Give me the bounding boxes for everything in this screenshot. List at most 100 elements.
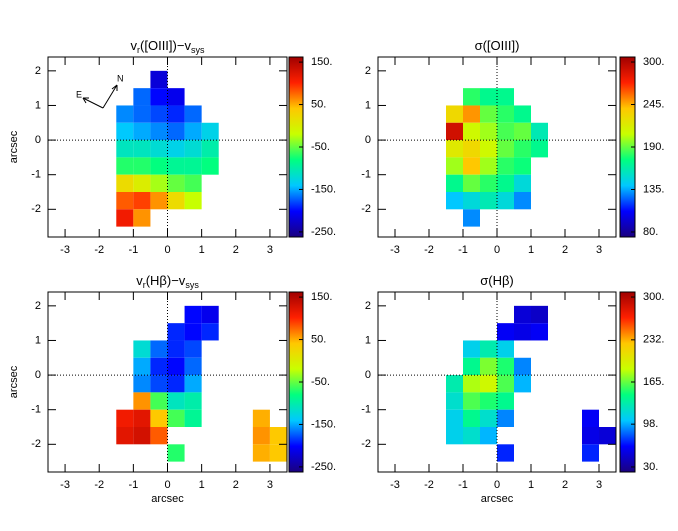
map-cell <box>184 340 202 358</box>
map-cell <box>150 357 168 376</box>
panel: -3 -2 -1 0 1 2 3 -2 -1 0 1 2 σ(Hβ) arcsec 300. 232. 165.… <box>361 273 664 504</box>
map-cell <box>446 122 463 141</box>
map-cell <box>446 375 463 393</box>
compass-north: N <box>117 73 124 83</box>
colorbar-tick-label: -150. <box>311 183 336 195</box>
map-cell <box>201 140 219 158</box>
colorbar-tick-label: 135. <box>643 183 664 195</box>
map-cell <box>497 140 514 158</box>
x-tick-label: -2 <box>424 479 434 491</box>
map-cell <box>150 392 168 410</box>
map-cell <box>480 375 497 393</box>
map-cell <box>514 105 531 123</box>
colorbar-tick-label: 98. <box>643 418 658 430</box>
map-cell <box>252 409 270 427</box>
x-tick-label: -1 <box>458 244 468 256</box>
map-cell <box>167 375 185 393</box>
map-cell <box>497 392 514 410</box>
map-cell <box>463 88 480 106</box>
map-cell <box>514 375 531 393</box>
map-cell <box>133 157 151 175</box>
y-axis-label: arcsec <box>8 365 20 398</box>
map-cell <box>184 357 202 376</box>
x-tick-label: -3 <box>390 479 400 491</box>
map-cell <box>531 323 548 341</box>
map-cell <box>497 122 514 141</box>
map-cell <box>514 192 531 210</box>
map-cell <box>116 209 134 227</box>
map-cell <box>480 174 497 192</box>
map-cell <box>446 427 463 445</box>
map-cell <box>167 122 185 141</box>
map-cell <box>252 444 270 462</box>
map-cell <box>184 305 202 324</box>
panel: -3 -2 -1 0 1 2 3 -2 -1 0 1 2 vr(Hβ)−vsys arcsec arcsec… <box>8 273 336 504</box>
map-cell <box>269 427 287 445</box>
map-cell <box>184 323 202 341</box>
map-cell <box>167 157 185 175</box>
colorbar-tick-label: 150. <box>311 56 332 68</box>
map-cell <box>463 427 480 445</box>
map-cell <box>269 444 287 462</box>
map-cell <box>497 105 514 123</box>
colorbar-tick-label: 300. <box>643 291 664 303</box>
colorbar-tick-label: -150. <box>311 418 336 430</box>
map-cell <box>133 122 151 141</box>
map-cell <box>480 340 497 358</box>
x-tick-label: -1 <box>458 479 468 491</box>
y-tick-label: 1 <box>365 334 371 346</box>
map-cell <box>133 427 151 445</box>
map-cell <box>116 122 134 141</box>
colorbar-tick-label: -50. <box>311 376 330 388</box>
x-tick-label: -2 <box>424 244 434 256</box>
map-cell <box>116 140 134 158</box>
map-cell <box>480 157 497 175</box>
title-part: (Hβ)−v <box>146 273 186 288</box>
map-cell <box>497 375 514 393</box>
colorbar-tick-label: 300. <box>643 56 664 68</box>
y-tick-label: -1 <box>361 169 371 181</box>
panel-title: vr([OIII])−vsys <box>131 38 205 55</box>
map-cell <box>531 305 548 324</box>
x-tick-label: 0 <box>164 244 170 256</box>
map-cell <box>167 192 185 210</box>
title-part: ([OIII])−v <box>140 38 191 53</box>
map-cell <box>150 192 168 210</box>
map-cell <box>497 409 514 427</box>
map-cell <box>446 140 463 158</box>
title-part: sys <box>191 45 205 55</box>
map-cell <box>167 174 185 192</box>
x-tick-label: 3 <box>267 244 273 256</box>
map-cell <box>184 140 202 158</box>
colorbar-tick-label: 80. <box>643 226 658 238</box>
x-tick-label: 0 <box>494 479 500 491</box>
map-cell <box>116 427 134 445</box>
title-part: σ(Hβ) <box>480 273 514 288</box>
x-axis-label: arcsec <box>481 493 514 505</box>
colorbar-tick-label: -250. <box>311 461 336 473</box>
compass-east-arrow <box>82 97 104 109</box>
compass-north-arrow <box>102 84 118 109</box>
map-cell <box>582 409 599 427</box>
y-tick-label: 1 <box>365 99 371 111</box>
map-cell <box>184 409 202 427</box>
map-cell <box>497 157 514 175</box>
map-cell <box>201 157 219 175</box>
y-tick-label: 2 <box>35 300 41 312</box>
x-tick-label: -3 <box>60 244 70 256</box>
map-cell <box>133 209 151 227</box>
map-cell <box>463 392 480 410</box>
colorbar-tick-label: 50. <box>311 98 326 110</box>
map-cell <box>480 88 497 106</box>
colorbar-tick-label: 30. <box>643 461 658 473</box>
map-cell <box>514 305 531 324</box>
map-cell <box>201 323 219 341</box>
map-cell <box>184 122 202 141</box>
panel-title: σ(Hβ) <box>480 273 514 288</box>
map-cell <box>497 192 514 210</box>
map-cell <box>150 174 168 192</box>
map-cell <box>582 427 599 445</box>
map-cell <box>446 392 463 410</box>
map-cell <box>497 174 514 192</box>
map-cell <box>133 392 151 410</box>
